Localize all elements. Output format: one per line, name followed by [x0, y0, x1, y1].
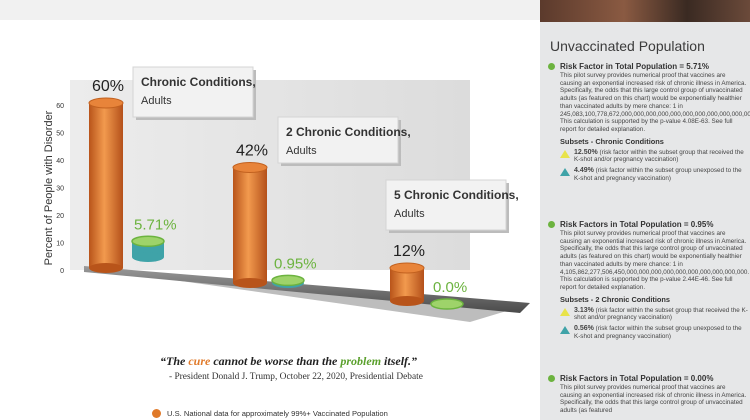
quote-problem: problem: [340, 354, 382, 368]
warning-triangle-icon: [560, 168, 570, 177]
bar-value-label: 60%: [92, 78, 124, 95]
bar-base: [233, 278, 267, 288]
risk-block-3: Risk Factors in Total Population = 0.00%…: [548, 374, 748, 415]
chart-back-wall: [70, 80, 470, 270]
subset-value: 0.56%: [574, 325, 594, 333]
legend-dot-icon: [152, 409, 161, 418]
bar-top: [232, 162, 268, 173]
legend: U.S. National data for approximately 99%…: [152, 409, 388, 418]
quote-open: “The: [160, 354, 189, 368]
subset-text: (risk factor within the subset group tha…: [574, 148, 744, 164]
category-label: 2 Chronic Conditions,: [286, 125, 411, 139]
subset-item: 12.50% (risk factor within the subset gr…: [560, 149, 748, 164]
risk-body: This pilot survey provides numerical pro…: [560, 384, 747, 415]
risk-heading: Risk Factor in Total Population = 5.71%: [548, 62, 748, 71]
risk-block-2: Risk Factors in Total Population = 0.95%…: [548, 220, 750, 340]
quote-middle: cannot be worse than the: [210, 354, 341, 368]
subset-item: 0.56% (risk factor within the subset gro…: [560, 325, 748, 340]
subset-value: 12.50%: [574, 148, 598, 156]
category-card: [277, 116, 399, 164]
subset-top: [131, 235, 165, 248]
bar-value-label: 42%: [236, 143, 268, 160]
risk-body: This pilot survey provides numerical pro…: [560, 230, 750, 291]
subset-item: 3.13% (risk factor within the subset gro…: [560, 307, 748, 322]
y-tick-label: 30: [56, 186, 64, 193]
subset-value: 3.13%: [574, 306, 594, 314]
subsets-title: Subsets - Chronic Conditions: [560, 136, 664, 146]
quote-text: “The cure cannot be worse than the probl…: [160, 354, 417, 369]
bullet-icon: [548, 221, 555, 228]
risk-heading-text: Risk Factor in Total Population = 5.71%: [560, 62, 709, 71]
bullet-icon: [548, 375, 555, 382]
subset-text: (risk factor within the subset group une…: [574, 167, 742, 182]
category-card: [385, 179, 507, 231]
subset-text: (risk factor within the subset group une…: [574, 325, 742, 340]
sidebar: Unvaccinated Population Risk Factor in T…: [540, 22, 750, 420]
quote-close: itself.”: [381, 354, 418, 368]
bar-value-label: 12%: [393, 243, 425, 260]
bar-top: [389, 262, 425, 274]
y-tick-label: 50: [56, 131, 64, 138]
warning-triangle-icon: [560, 307, 570, 316]
subset-base: [132, 252, 164, 262]
warning-triangle-icon: [560, 149, 570, 158]
subset-value-label: 5.71%: [134, 216, 177, 233]
subset-top: [271, 274, 305, 287]
category-label: 5 Chronic Conditions,: [394, 188, 519, 202]
y-tick-label: 0: [60, 268, 64, 275]
category-label: Chronic Conditions,: [141, 75, 256, 89]
top-bar: [0, 0, 540, 20]
risk-heading: Risk Factors in Total Population = 0.95%: [548, 220, 748, 229]
quote-cure: cure: [188, 354, 211, 368]
y-tick-label: 20: [56, 213, 64, 220]
sidebar-title: Unvaccinated Population: [550, 38, 705, 54]
category-sublabel: Adults: [286, 145, 317, 157]
bar-chart: Percent of People with Disorder 0 10 20 30 40…: [43, 66, 530, 322]
subset-value-label: 0.95%: [274, 255, 317, 272]
bullet-icon: [548, 63, 555, 70]
category-card: [132, 66, 254, 118]
subset-value: 4.49%: [574, 167, 594, 175]
bar: [233, 167, 267, 283]
risk-heading: Risk Factors in Total Population = 0.00%: [548, 374, 748, 383]
y-tick-label: 60: [56, 103, 64, 110]
subset-top: [430, 298, 464, 310]
photo-image: [540, 0, 750, 22]
category-sublabel: Adults: [141, 95, 172, 107]
y-axis-label: Percent of People with Disorder: [43, 110, 55, 265]
bar-base: [89, 263, 123, 273]
warning-triangle-icon: [560, 326, 570, 335]
subset-value-label: 0.0%: [433, 279, 467, 296]
subset-item: 4.49% (risk factor within the subset gro…: [560, 167, 748, 182]
bar-top: [88, 97, 124, 109]
legend-label: U.S. National data for approximately 99%…: [167, 409, 388, 418]
y-tick-label: 10: [56, 241, 64, 248]
y-tick-label: 40: [56, 158, 64, 165]
risk-body: This pilot survey provides numerical pro…: [560, 72, 750, 133]
quote-attribution: - President Donald J. Trump, October 22,…: [169, 372, 423, 382]
subset-text: (risk factor within the subset group tha…: [574, 306, 748, 322]
bar: [89, 103, 123, 268]
subsets-title: Subsets - 2 Chronic Conditions: [560, 294, 671, 304]
bar-base: [390, 296, 424, 306]
risk-block-1: Risk Factor in Total Population = 5.71% …: [548, 62, 750, 182]
risk-heading-text: Risk Factors in Total Population = 0.00%: [560, 374, 714, 383]
risk-heading-text: Risk Factors in Total Population = 0.95%: [560, 220, 714, 229]
category-sublabel: Adults: [394, 208, 425, 220]
